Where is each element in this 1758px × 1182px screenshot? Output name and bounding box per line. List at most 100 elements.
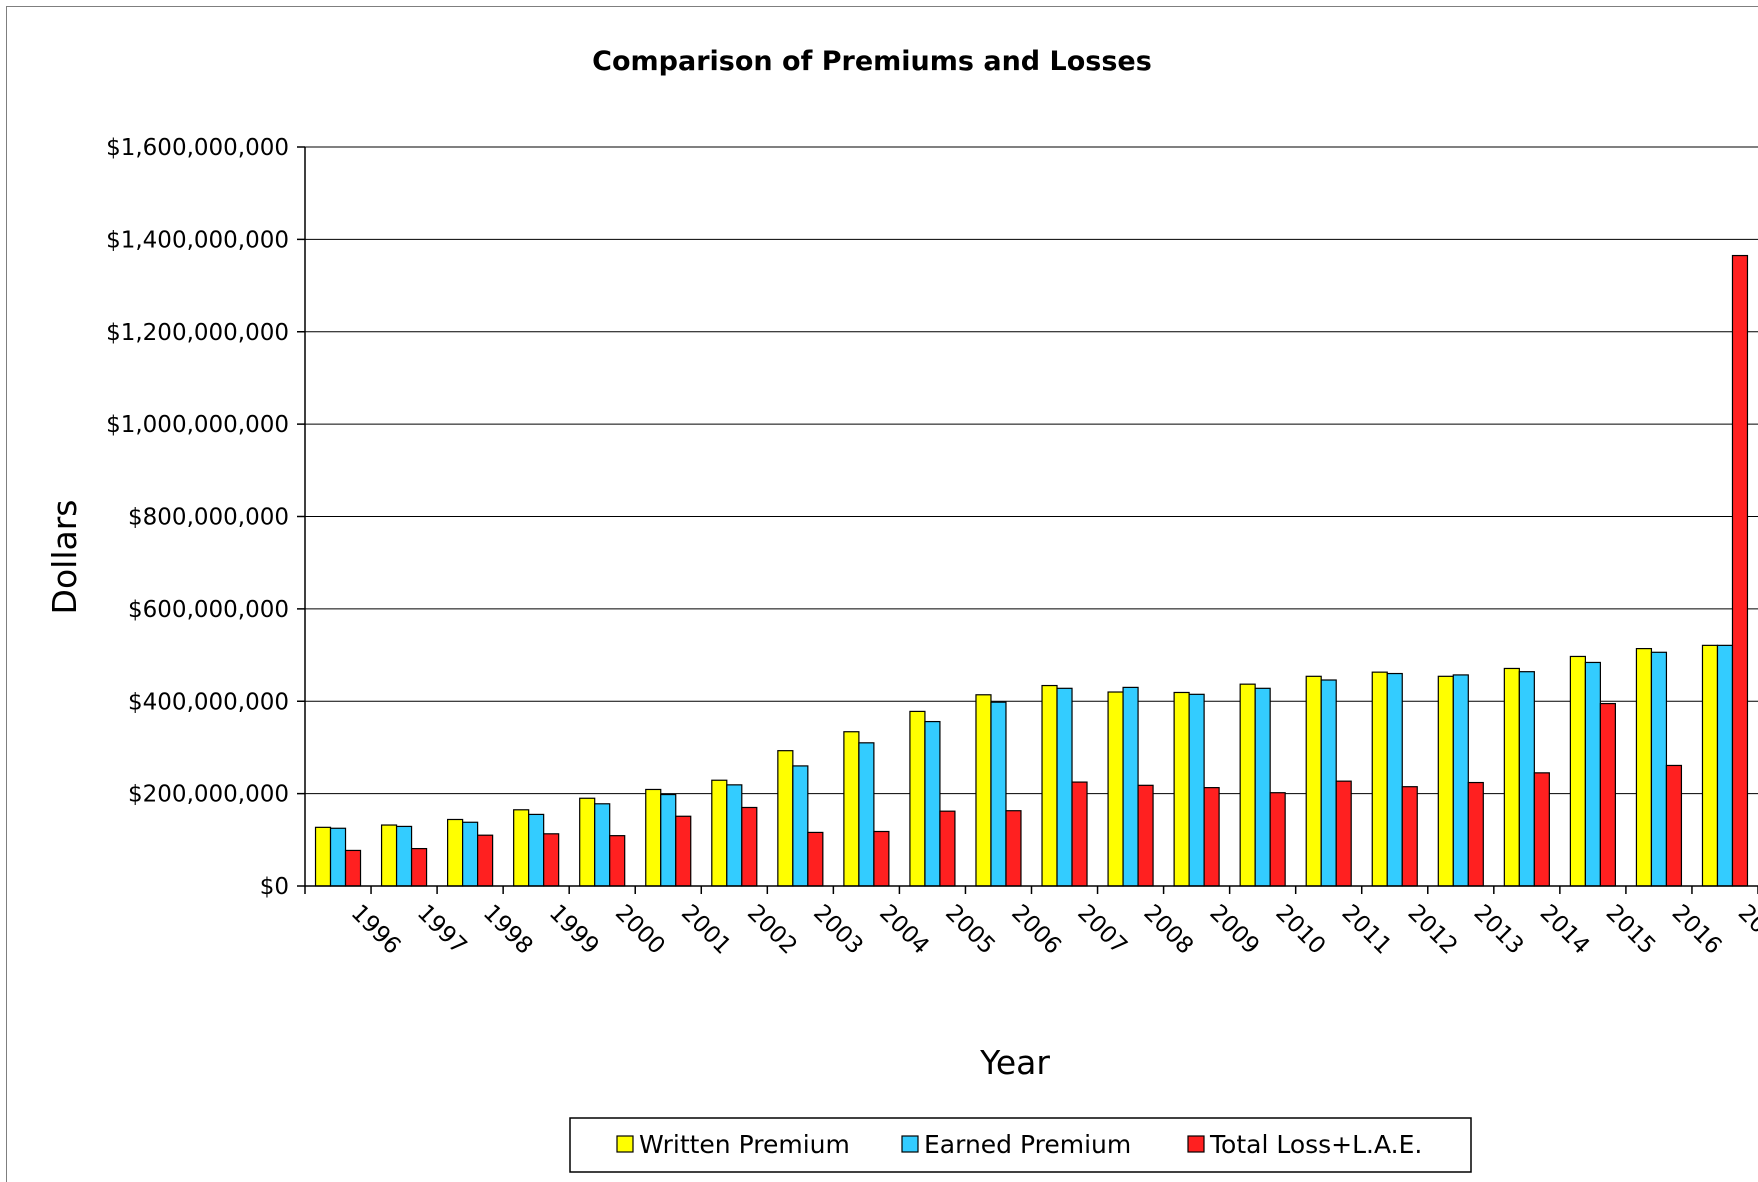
bar-earned-premium-2000 (594, 803, 611, 887)
bar-earned-premium-2001 (660, 793, 677, 887)
bar-total-loss-l-a-e--1996 (344, 849, 362, 887)
bar-written-premium-2004 (843, 731, 860, 887)
bar-total-loss-l-a-e--2010 (1269, 792, 1286, 887)
x-tick-label: 2017 (1733, 900, 1758, 960)
legend-label: Total Loss+L.A.E. (1209, 1130, 1422, 1159)
x-tick-label: 1999 (544, 900, 604, 960)
bar-total-loss-l-a-e--2016 (1665, 764, 1683, 887)
bar-earned-premium-2005 (924, 720, 941, 887)
bar-earned-premium-2017 (1716, 644, 1734, 887)
bar-written-premium-2009 (1173, 691, 1190, 887)
x-tick-label: 2002 (742, 900, 802, 960)
x-tick-label: 2011 (1336, 900, 1396, 960)
bar-written-premium-2001 (645, 788, 662, 887)
x-tick-label: 2004 (874, 900, 934, 960)
y-tick-label: $600,000,000 (128, 597, 289, 623)
bar-earned-premium-2004 (858, 742, 875, 887)
x-tick-label: 1998 (478, 900, 538, 960)
y-tick-label: $0 (260, 874, 289, 900)
bar-earned-premium-2008 (1122, 686, 1139, 887)
bar-total-loss-l-a-e--2012 (1401, 786, 1418, 887)
y-tick-label: $1,600,000,000 (106, 135, 289, 161)
x-tick-label: 2007 (1072, 900, 1132, 960)
bar-written-premium-2016 (1635, 647, 1653, 887)
bar-written-premium-2011 (1305, 675, 1322, 887)
bar-earned-premium-2014 (1518, 671, 1535, 887)
bar-written-premium-2010 (1239, 683, 1256, 887)
bar-earned-premium-1998 (462, 821, 479, 887)
legend-swatch (901, 1135, 919, 1153)
bar-earned-premium-2012 (1386, 672, 1403, 887)
bar-total-loss-l-a-e--2015 (1599, 702, 1616, 887)
x-tick-labels: 1996 1997 1998 1999 2000 2001 2002 2003 2004 2005… (304, 886, 1758, 960)
legend-swatch (616, 1135, 634, 1153)
bar-written-premium-2014 (1503, 667, 1520, 887)
bar-written-premium-2008 (1107, 691, 1124, 887)
y-tick-label: $800,000,000 (128, 505, 289, 531)
x-tick-label: 2010 (1270, 900, 1330, 960)
bar-earned-premium-2013 (1452, 674, 1469, 887)
bar-written-premium-2003 (777, 750, 794, 887)
bar-earned-premium-2010 (1254, 687, 1271, 887)
bar-total-loss-l-a-e--2000 (609, 835, 626, 887)
bar-earned-premium-2007 (1056, 687, 1073, 887)
bar-written-premium-1996 (314, 826, 332, 887)
y-tick-label: $1,000,000,000 (106, 412, 289, 438)
bar-total-loss-l-a-e--2011 (1335, 780, 1352, 887)
bar-written-premium-2006 (975, 694, 992, 887)
bar-written-premium-1999 (513, 809, 530, 887)
bar-earned-premium-2009 (1188, 693, 1205, 887)
x-tick-label: 2009 (1204, 900, 1264, 960)
bar-earned-premium-2011 (1320, 679, 1337, 887)
bar-total-loss-l-a-e--2007 (1071, 781, 1088, 887)
x-tick-label: 1996 (346, 900, 406, 960)
bar-earned-premium-1999 (528, 813, 545, 887)
bar-total-loss-l-a-e--1998 (477, 834, 494, 887)
bar-earned-premium-2015 (1584, 661, 1601, 887)
bar-total-loss-l-a-e--2003 (807, 831, 824, 887)
bar-earned-premium-2002 (726, 784, 743, 887)
y-tick-label: $400,000,000 (128, 689, 289, 715)
bars (314, 254, 1749, 887)
bar-written-premium-2013 (1437, 675, 1454, 887)
bar-earned-premium-2006 (990, 701, 1007, 887)
bar-total-loss-l-a-e--2002 (741, 806, 758, 887)
x-tick-label: 2015 (1601, 900, 1661, 960)
x-tick-label: 2001 (676, 900, 736, 960)
bar-written-premium-1998 (447, 818, 464, 887)
legend-swatch (1187, 1135, 1205, 1153)
bar-total-loss-l-a-e--2009 (1203, 787, 1220, 887)
y-tick-label: $1,200,000,000 (106, 320, 289, 346)
x-tick-label: 2016 (1667, 900, 1727, 960)
x-tick-label: 1997 (412, 900, 472, 960)
bar-total-loss-l-a-e--2001 (675, 815, 692, 887)
bar-written-premium-2000 (579, 797, 596, 887)
bar-written-premium-2002 (711, 779, 728, 887)
bar-total-loss-l-a-e--2008 (1137, 784, 1154, 887)
x-tick-label: 2014 (1535, 900, 1595, 960)
bar-earned-premium-1996 (329, 827, 347, 887)
y-axis-label: Dollars (45, 500, 84, 615)
bar-earned-premium-1997 (395, 825, 413, 887)
x-tick-label: 2006 (1006, 900, 1066, 960)
bar-total-loss-l-a-e--2005 (939, 810, 956, 887)
y-tick-label: $1,400,000,000 (106, 227, 289, 253)
x-tick-label: 2012 (1403, 900, 1463, 960)
legend-label: Written Premium (639, 1130, 850, 1159)
y-tick-labels: $0 $200,000,000 $400,000,000 $600,000,000 $8… (106, 135, 305, 900)
bar-total-loss-l-a-e--2017 (1731, 254, 1749, 887)
gridlines (305, 146, 1758, 795)
x-tick-label: 2008 (1138, 900, 1198, 960)
bar-written-premium-2005 (909, 710, 926, 887)
bar-total-loss-l-a-e--2014 (1533, 772, 1550, 887)
bar-written-premium-2017 (1701, 644, 1719, 887)
y-tick-label: $200,000,000 (128, 782, 289, 808)
bar-written-premium-1997 (380, 824, 398, 887)
bar-earned-premium-2003 (792, 765, 809, 887)
bar-written-premium-2015 (1569, 655, 1586, 887)
legend-label: Earned Premium (924, 1130, 1131, 1159)
x-tick-label: 2003 (808, 900, 868, 960)
x-tick-label: 2013 (1469, 900, 1529, 960)
bar-written-premium-2007 (1041, 684, 1058, 887)
